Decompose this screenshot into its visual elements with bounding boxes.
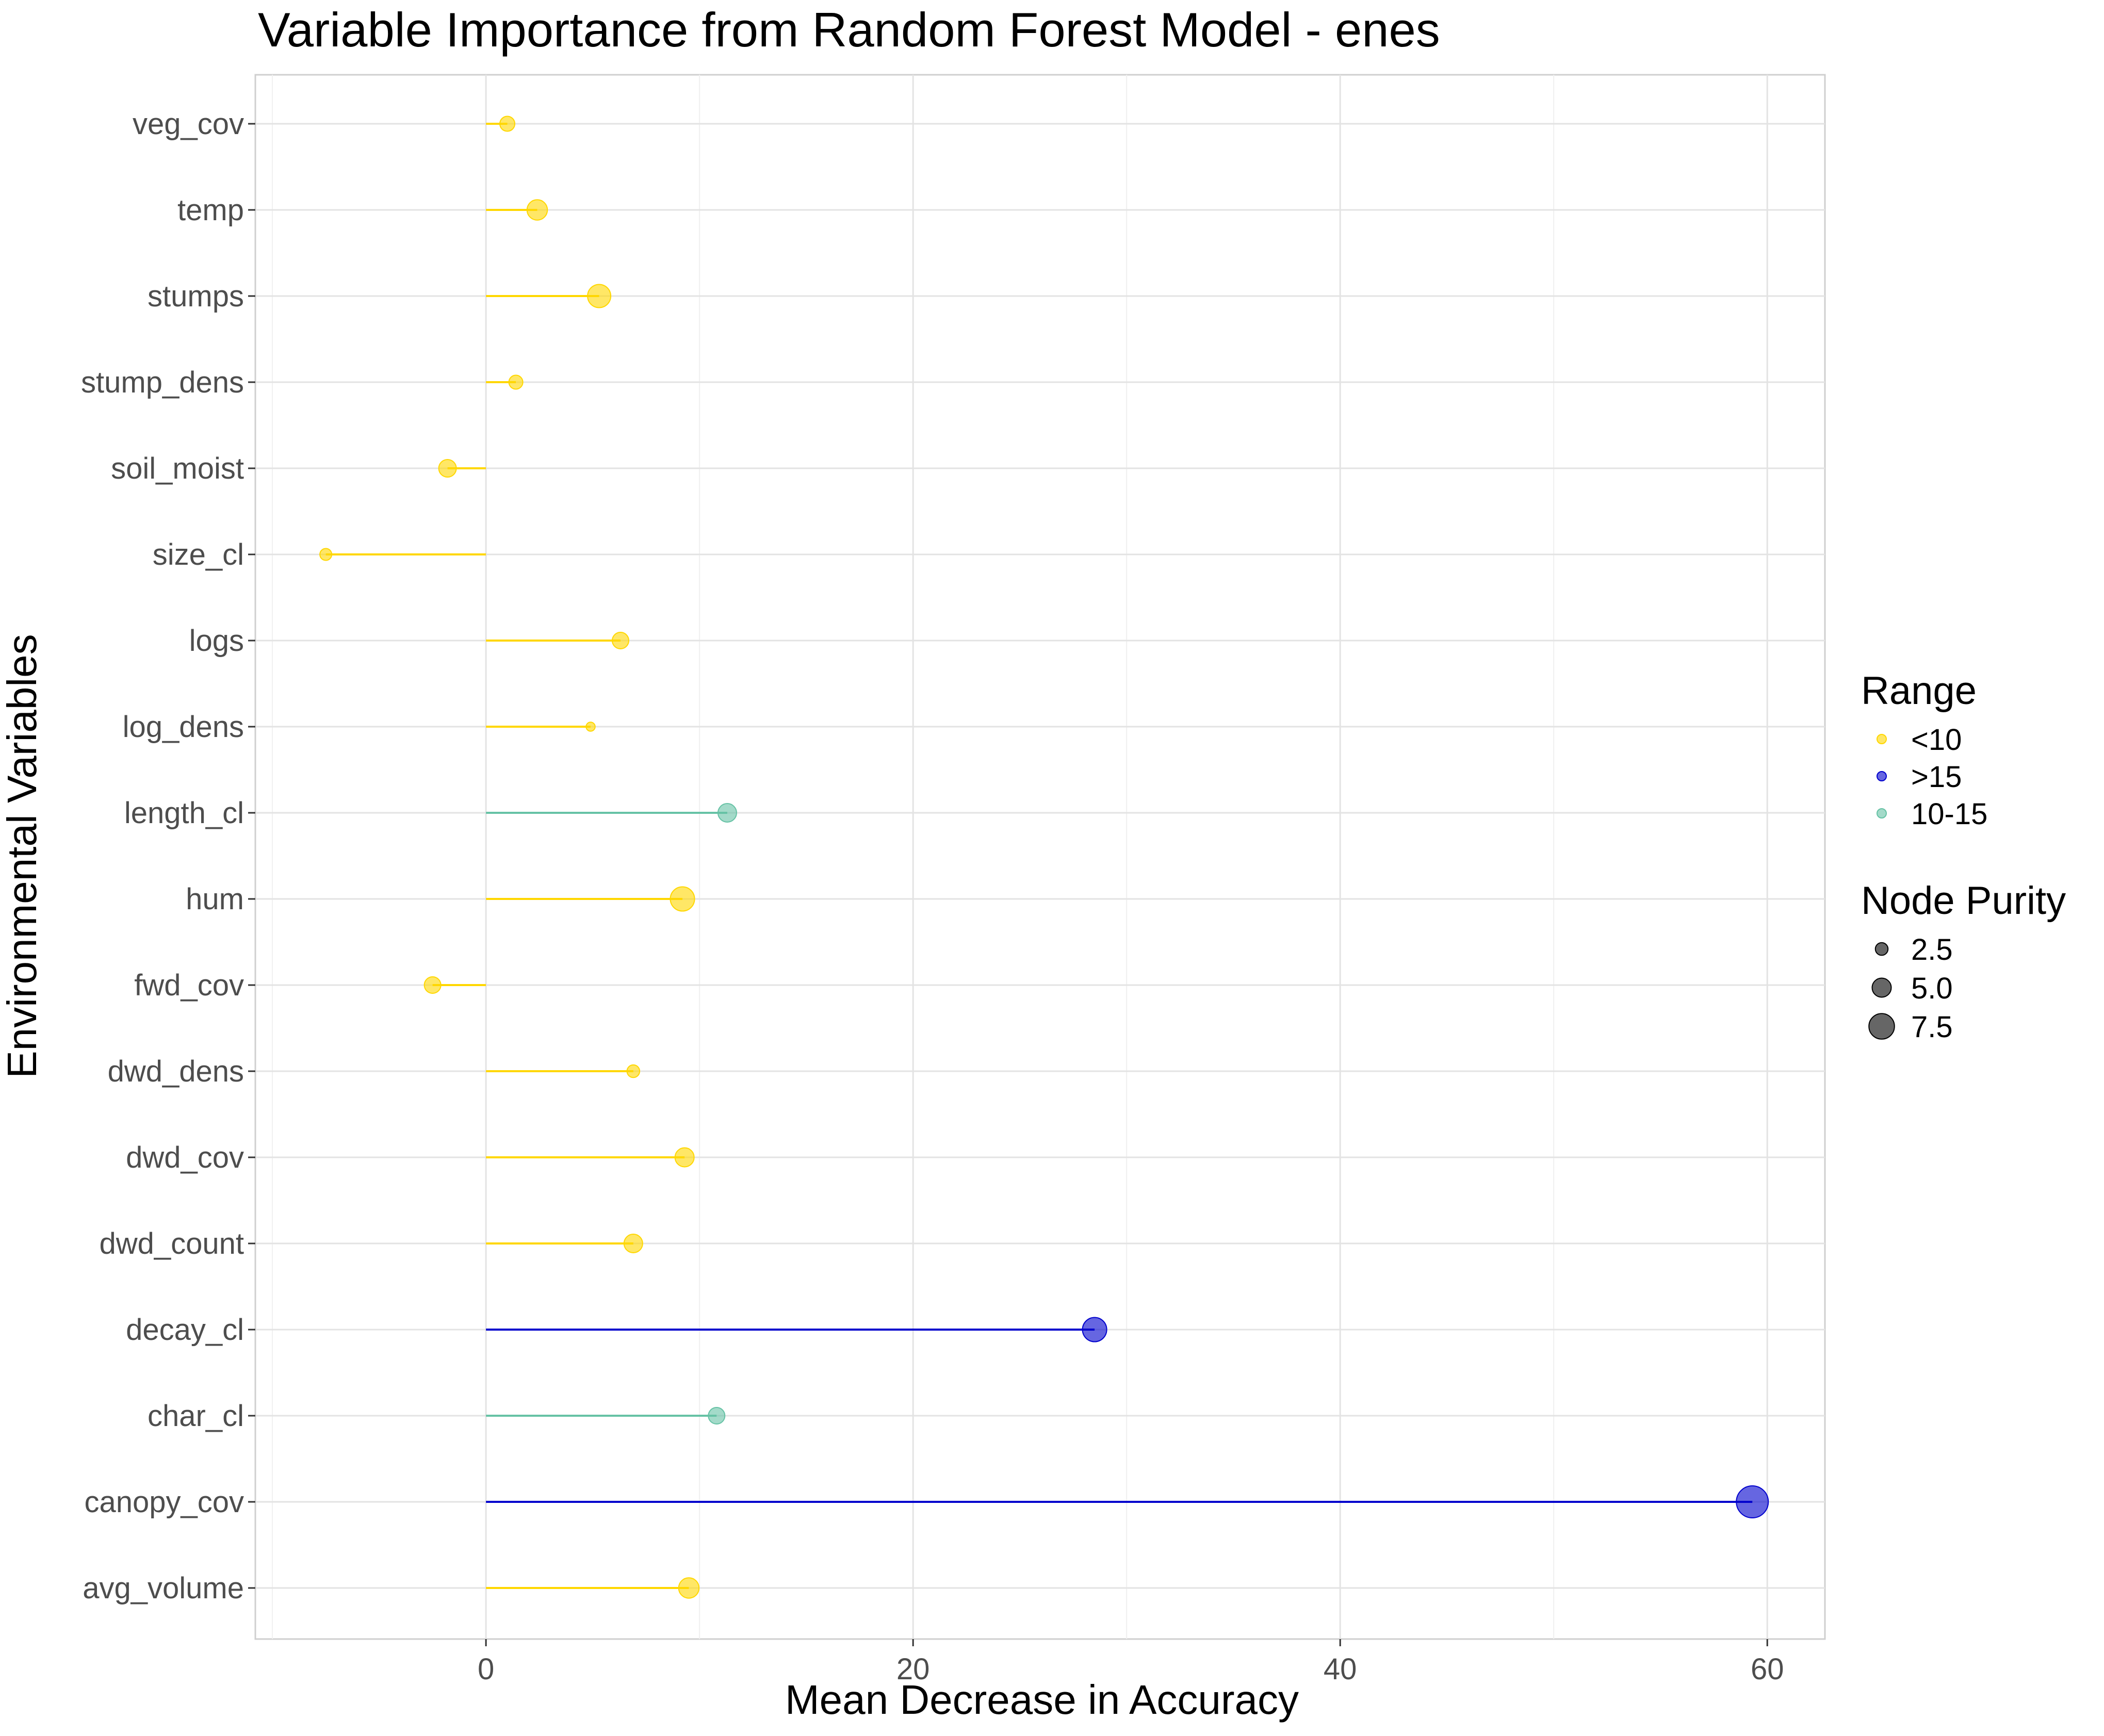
y-tick-label: hum: [186, 882, 244, 916]
lollipop-point: [611, 632, 629, 649]
y-tick-label: dwd_count: [99, 1227, 244, 1260]
legend-range-title: Range: [1861, 669, 1977, 713]
lollipop-point: [499, 116, 516, 132]
lollipop-point: [587, 284, 612, 308]
lollipop-point: [623, 1234, 643, 1253]
y-tick-label: stumps: [148, 280, 244, 313]
x-tick-label: 40: [1324, 1652, 1357, 1686]
x-tick-label: 20: [896, 1652, 930, 1686]
y-tick-label: soil_moist: [111, 452, 244, 485]
lollipop-point: [585, 722, 596, 732]
lollipop-point: [319, 548, 333, 561]
lollipop-point: [708, 1407, 726, 1424]
lollipop-point: [717, 803, 737, 823]
legend-range-key: [1877, 771, 1887, 781]
lollipop-point: [1736, 1485, 1769, 1518]
y-tick-label: char_cl: [148, 1399, 244, 1433]
legend-node-purity-key: [1868, 1013, 1895, 1040]
legend-range-key: [1877, 808, 1887, 818]
lollipop-point: [526, 199, 548, 221]
chart-title: Variable Importance from Random Forest M…: [258, 3, 1440, 57]
y-tick-label: dwd_cov: [126, 1141, 244, 1174]
y-axis-title: Environmental Variables: [0, 634, 45, 1078]
y-tick-label: veg_cov: [133, 107, 244, 141]
lollipop-point: [626, 1064, 641, 1078]
plot-panel: [254, 74, 1826, 1640]
lollipop-point: [674, 1147, 695, 1168]
x-tick-label: 60: [1751, 1652, 1784, 1686]
y-tick-label: temp: [177, 193, 244, 227]
y-tick-label: length_cl: [124, 796, 244, 830]
lollipop-point: [670, 886, 695, 912]
x-tick-label: 0: [478, 1652, 494, 1686]
legend-range-label: 10-15: [1911, 797, 1987, 831]
y-tick-label: fwd_cov: [134, 969, 244, 1002]
legend-node-purity-title: Node Purity: [1861, 879, 2066, 923]
legend-node-purity-label: 7.5: [1911, 1010, 1953, 1044]
y-tick-label: decay_cl: [126, 1313, 244, 1347]
legend-range-label: >15: [1911, 760, 1962, 794]
legend-node-purity-label: 2.5: [1911, 933, 1953, 967]
legend-range-key: [1877, 734, 1887, 744]
data-series: [319, 116, 1769, 1599]
lollipop-point: [508, 374, 524, 390]
x-axis-ticks: 0 20 40 60: [478, 1639, 1784, 1686]
panel-border: [254, 74, 1826, 1640]
y-tick-label: canopy_cov: [84, 1485, 244, 1519]
lollipop-point: [423, 976, 442, 994]
legend-node-purity-key: [1874, 942, 1889, 956]
legend-node-purity-key: [1871, 977, 1892, 998]
y-tick-label: stump_dens: [81, 366, 244, 399]
lollipop-point: [1082, 1317, 1107, 1342]
legend-range-label: <10: [1911, 723, 1962, 757]
y-tick-label: logs: [189, 624, 244, 658]
y-tick-label: avg_volume: [83, 1571, 244, 1605]
y-tick-label: dwd_dens: [108, 1055, 244, 1088]
legend-node-purity-label: 5.0: [1911, 972, 1953, 1005]
legend-node-purity: Node Purity 2.5 5.0 7.5: [1861, 879, 2066, 1044]
y-tick-label: log_dens: [123, 710, 244, 744]
x-axis-title: Mean Decrease in Accuracy: [785, 1677, 1299, 1723]
lollipop-point: [678, 1577, 700, 1599]
y-tick-label: size_cl: [153, 538, 244, 571]
lollipop-point: [438, 459, 457, 478]
